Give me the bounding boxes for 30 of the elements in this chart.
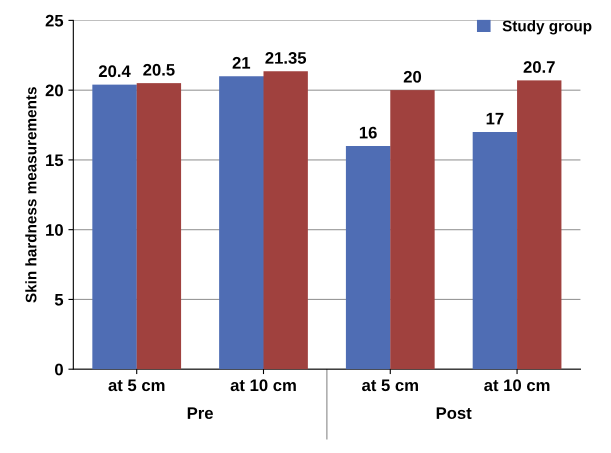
x-tick-label: at 5 cm [108, 380, 164, 392]
bar [390, 90, 435, 370]
bar [472, 132, 518, 370]
y-tick-label: 5 [54, 294, 64, 306]
data-label: 21.35 [265, 52, 306, 64]
bar [263, 71, 308, 370]
data-label: 20.4 [98, 65, 131, 78]
data-label: 17 [486, 112, 504, 124]
bar [92, 84, 137, 370]
text: Post [436, 407, 472, 420]
y-axis-title: Skin hardness measurements [25, 87, 36, 303]
data-label: 20.5 [143, 64, 175, 76]
y-tick-label: 25 [46, 14, 64, 27]
data-label: 20 [404, 70, 422, 83]
bar [346, 146, 390, 370]
y-tick-label: 20 [46, 84, 63, 96]
x-tick-label: at 10 cm [230, 379, 296, 392]
text: Pre [188, 407, 213, 420]
bar [219, 76, 264, 370]
y-tick-label: 15 [46, 154, 64, 166]
data-label: 20.7 [524, 61, 555, 73]
legend-label: Study group [502, 20, 592, 34]
y-tick-label: 10 [46, 224, 63, 236]
y-tick-label: 0 [54, 364, 63, 376]
x-tick-label: at 10 cm [484, 379, 550, 392]
x-tick-label: at 5 cm [362, 380, 418, 392]
bar [517, 80, 562, 370]
bar [136, 83, 182, 370]
data-label: 21 [232, 56, 250, 69]
data-label: 16 [360, 126, 377, 138]
